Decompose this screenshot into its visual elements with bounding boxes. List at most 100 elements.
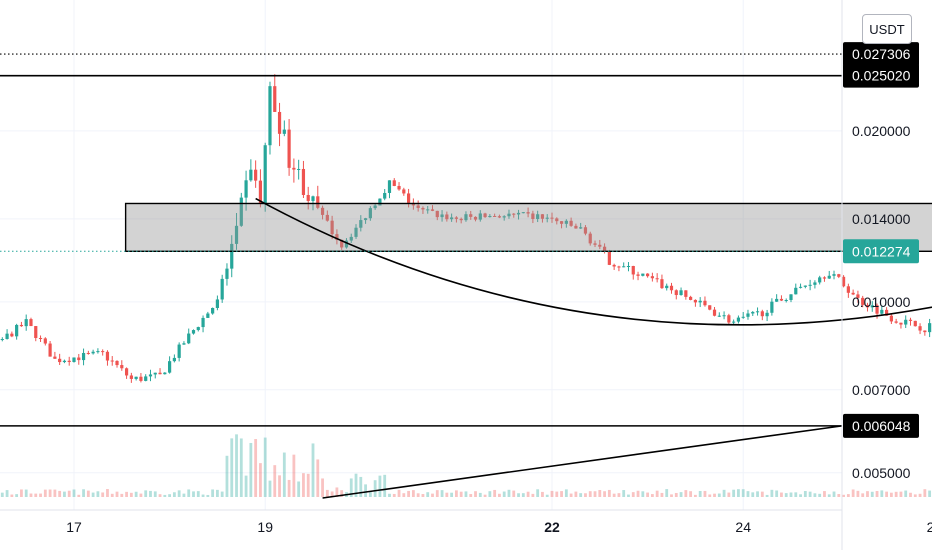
candle-body — [383, 192, 387, 199]
volume-bar — [732, 489, 736, 497]
resistance-zone[interactable] — [124, 202, 932, 253]
candle-body — [311, 196, 315, 201]
volume-bar — [230, 438, 234, 497]
volume-bar — [502, 491, 506, 497]
volume-bar — [335, 487, 339, 497]
volume-bar — [722, 489, 726, 497]
candle-body — [96, 351, 100, 353]
candle-body — [62, 360, 67, 363]
volume-bar — [746, 491, 750, 497]
candle-body — [598, 244, 602, 247]
candle-body — [665, 285, 669, 289]
currency-unit-label: USDT — [869, 21, 905, 37]
volume-bar — [870, 491, 874, 497]
candle-body — [732, 321, 736, 323]
candle-body — [899, 322, 903, 325]
volume-bar — [560, 491, 563, 497]
volume-bar — [129, 492, 133, 497]
time-axis[interactable]: 171922242629 — [66, 519, 932, 535]
volume-bar — [531, 493, 535, 497]
volume-bar — [225, 455, 229, 497]
candle-body — [617, 266, 621, 268]
volume-bar — [373, 480, 377, 497]
candle-body — [698, 300, 702, 303]
candle-body — [287, 129, 291, 168]
volume-bar — [636, 490, 640, 497]
cup-pattern-curve[interactable] — [255, 160, 932, 326]
volume-bar — [407, 490, 410, 497]
candle-body — [727, 315, 731, 323]
candle-body — [555, 218, 559, 222]
volume-bar — [875, 491, 879, 497]
volume-bar — [48, 489, 52, 497]
volume-bar — [316, 459, 320, 497]
volume-bar — [832, 491, 836, 497]
candle-body — [459, 218, 463, 221]
volume-bar — [536, 489, 540, 497]
candle-body — [875, 305, 879, 314]
candle-body — [531, 213, 535, 220]
volume-bar — [507, 489, 511, 497]
candle-body — [239, 197, 243, 226]
candle-body — [273, 86, 277, 112]
candle-body — [751, 311, 755, 314]
volume-bar — [416, 493, 420, 497]
candle-body — [282, 129, 286, 134]
volume-bar — [851, 489, 855, 497]
volume-bar — [459, 491, 463, 497]
volume-bar — [106, 489, 109, 497]
candle-body — [622, 266, 626, 268]
volume-bar — [694, 494, 697, 497]
volume-bar — [904, 490, 908, 497]
volume-bar — [622, 490, 626, 497]
volume-bar — [244, 475, 248, 497]
candle-body — [158, 372, 162, 375]
volume-bar — [435, 490, 439, 497]
candle-body — [206, 313, 210, 318]
volume-bar — [29, 493, 33, 497]
volume-bar — [593, 491, 597, 497]
candle-body — [655, 278, 659, 280]
price-tag-label: 0.027306 — [852, 46, 911, 62]
candle-body — [722, 315, 726, 317]
volume-bar — [789, 492, 793, 497]
candle-body — [191, 330, 196, 334]
volume-bar — [612, 493, 616, 497]
volume-bar — [579, 493, 583, 497]
candle-body — [139, 376, 143, 381]
volume-bar — [349, 478, 353, 497]
volume-bar — [483, 494, 487, 497]
volume-bar — [521, 493, 525, 497]
price-axis[interactable]: 0.020000 0.014000 0.010000 0.007000 0.005000 — [852, 123, 911, 481]
candle-body — [669, 285, 674, 291]
candle-body — [755, 311, 760, 313]
candle-body — [861, 297, 865, 305]
candle-body — [0, 339, 4, 341]
volume-bar — [861, 493, 865, 497]
volume-bar — [899, 491, 903, 497]
candle-body — [163, 372, 167, 375]
volume-bar — [808, 491, 812, 497]
rising-trendline[interactable] — [322, 425, 843, 499]
candle-body — [928, 323, 932, 333]
volume-bar — [741, 489, 745, 497]
volume-bar — [584, 493, 587, 497]
volume-bar — [727, 492, 731, 497]
currency-unit-button[interactable]: USDT — [862, 14, 912, 44]
candle-body — [168, 361, 172, 373]
volume-bar — [517, 493, 520, 497]
volume-bar — [770, 489, 774, 497]
volume-bar — [125, 491, 128, 497]
candlestick-series — [0, 74, 932, 383]
volume-bar — [72, 489, 76, 497]
volume-bar — [287, 479, 291, 497]
volume-bar — [43, 489, 47, 497]
volume-bar — [187, 489, 191, 497]
volume-bar — [282, 452, 286, 497]
volume-bar — [354, 473, 358, 497]
price-axis-label: 0.005000 — [852, 465, 911, 481]
candle-body — [736, 317, 741, 322]
candle-body — [387, 180, 392, 193]
candle-body — [784, 300, 788, 302]
